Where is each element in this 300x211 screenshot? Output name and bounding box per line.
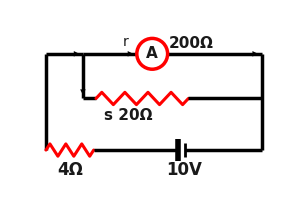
Text: r: r <box>123 35 129 49</box>
Text: s 20Ω: s 20Ω <box>104 108 152 123</box>
Text: 200Ω: 200Ω <box>168 36 213 51</box>
Text: A: A <box>146 46 158 61</box>
Text: 4Ω: 4Ω <box>57 161 83 179</box>
Text: 10V: 10V <box>167 161 203 179</box>
